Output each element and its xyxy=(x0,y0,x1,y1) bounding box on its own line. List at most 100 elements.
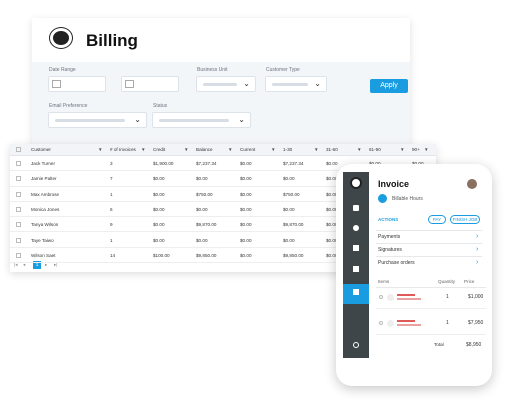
table-row xyxy=(10,202,436,218)
checkbox[interactable] xyxy=(16,237,21,243)
checkbox[interactable] xyxy=(16,222,21,228)
page-nav[interactable]: ▸ xyxy=(45,262,48,267)
dropdown[interactable]: ⌄ xyxy=(196,76,256,92)
calendar-icon xyxy=(125,80,134,88)
pay-button[interactable]: PAY xyxy=(428,215,446,224)
table-cell: $9,850.00 xyxy=(283,252,304,258)
filter-icon[interactable]: ▼ xyxy=(271,147,276,152)
table-cell: Jack Turner xyxy=(31,161,55,166)
table-cell: 3 xyxy=(110,161,113,166)
dropdown[interactable]: ⌄ xyxy=(265,76,327,92)
chevron: › xyxy=(476,233,479,240)
page-nav[interactable]: ◂ xyxy=(23,262,26,267)
subtitle: Billable Hours xyxy=(392,196,423,202)
table-row xyxy=(10,171,436,187)
link-label[interactable]: Signatures xyxy=(378,247,402,253)
column-header: 31-60 xyxy=(326,147,338,152)
table-cell: 1 xyxy=(110,191,113,197)
sidebar-logo xyxy=(350,177,362,189)
table-cell: $0.00 xyxy=(153,176,165,182)
nav-item-active[interactable] xyxy=(343,284,369,304)
table-cell: $0.00 xyxy=(153,237,165,243)
table-cell: Wilson Saet xyxy=(31,252,56,258)
checkbox[interactable] xyxy=(16,161,21,166)
divider xyxy=(376,308,486,309)
link-label[interactable]: Payments xyxy=(378,234,401,240)
placeholder xyxy=(203,83,237,86)
filter-icon[interactable]: ▼ xyxy=(184,147,189,152)
chevron: › xyxy=(476,246,479,253)
filter-icon[interactable]: ▼ xyxy=(228,147,233,152)
items: Items Quantity Price 1 $1,000 1 $7,950 Total $8,… xyxy=(376,276,486,352)
checkbox[interactable] xyxy=(16,147,21,152)
item-thumb xyxy=(387,294,394,301)
filter-icon[interactable]: ▼ xyxy=(357,147,362,152)
table-cell: Max Ambrose xyxy=(31,191,60,197)
finish-job-button[interactable]: FINISH JOB xyxy=(450,215,480,224)
table-cell: Taye Taiwo xyxy=(31,237,54,243)
actions-menu[interactable]: ACTIONS xyxy=(378,217,399,222)
item-radio[interactable] xyxy=(379,321,383,325)
divider xyxy=(376,334,486,335)
checkbox[interactable] xyxy=(16,206,21,212)
billing-panel: Billing Date Range Business Unit ⌄ Custo… xyxy=(32,18,410,150)
filter-icon[interactable]: ▼ xyxy=(400,147,405,152)
date-input[interactable] xyxy=(48,76,106,92)
item-quantity: 1 xyxy=(446,294,449,300)
checkbox[interactable] xyxy=(16,176,21,182)
page-nav[interactable]: |◂ xyxy=(14,262,18,267)
table-cell: $7,237.34 xyxy=(196,161,217,166)
table-cell: $0.00 xyxy=(412,161,424,166)
table-row xyxy=(10,233,436,248)
column-header: 90+ xyxy=(412,147,420,152)
table-cell: Jamie Palter xyxy=(31,176,57,182)
column-header: # of Invoices xyxy=(110,147,136,152)
filter-icon[interactable]: ▼ xyxy=(141,147,146,152)
table-cell: 7 xyxy=(110,176,113,182)
table-cell: 9 xyxy=(110,222,113,228)
apply-button[interactable]: Apply xyxy=(370,79,408,93)
page-current[interactable]: 1 xyxy=(33,261,41,269)
dropdown[interactable]: ⌄ xyxy=(48,112,147,128)
filter-icon[interactable]: ▼ xyxy=(314,147,319,152)
table-cell: $750.00 xyxy=(196,191,213,197)
link-label[interactable]: Purchase orders xyxy=(378,260,415,266)
item-radio[interactable] xyxy=(379,295,383,299)
table-cell: $0.00 xyxy=(240,222,252,228)
table-cell: $0.00 xyxy=(326,222,338,228)
table-cell: 14 xyxy=(110,252,116,258)
items-header: Price xyxy=(464,279,475,284)
date-input[interactable] xyxy=(121,76,179,92)
link-row xyxy=(376,243,482,256)
placeholder xyxy=(55,119,125,122)
phone: Invoice Billable Hours ACTIONS PAY FINIS… xyxy=(336,164,492,386)
table-cell: $0.00 xyxy=(196,176,208,182)
items-header: Items xyxy=(378,279,390,284)
item-name xyxy=(397,320,415,322)
checkbox[interactable] xyxy=(16,191,21,197)
table-cell: $0.00 xyxy=(240,176,252,182)
table-cell: $7,237.34 xyxy=(283,161,304,166)
play-icon[interactable] xyxy=(378,194,387,203)
items-header: Quantity xyxy=(438,279,456,284)
item-thumb xyxy=(387,320,394,327)
table-cell: $0.00 xyxy=(240,252,252,258)
checkbox[interactable] xyxy=(16,252,21,258)
table-cell: $0.00 xyxy=(196,237,208,243)
filter-label: Date Range xyxy=(49,67,76,73)
link-row xyxy=(376,230,482,243)
filter-icon[interactable]: ▼ xyxy=(424,147,429,152)
column-header: Credit xyxy=(153,147,166,152)
filter-icon[interactable]: ▼ xyxy=(98,147,103,152)
page-nav[interactable]: ▸| xyxy=(54,262,58,267)
pagination: |◂ ◂ 1 ▸ ▸| xyxy=(10,258,436,272)
total-label: Total xyxy=(434,342,444,347)
header xyxy=(32,18,410,62)
dropdown[interactable]: ⌄ xyxy=(152,112,251,128)
table-cell: $0.00 xyxy=(153,191,165,197)
sidebar xyxy=(343,172,369,358)
item-name xyxy=(397,294,415,296)
column-header: Balance xyxy=(196,147,213,152)
chevron: ⌄ xyxy=(243,79,250,88)
